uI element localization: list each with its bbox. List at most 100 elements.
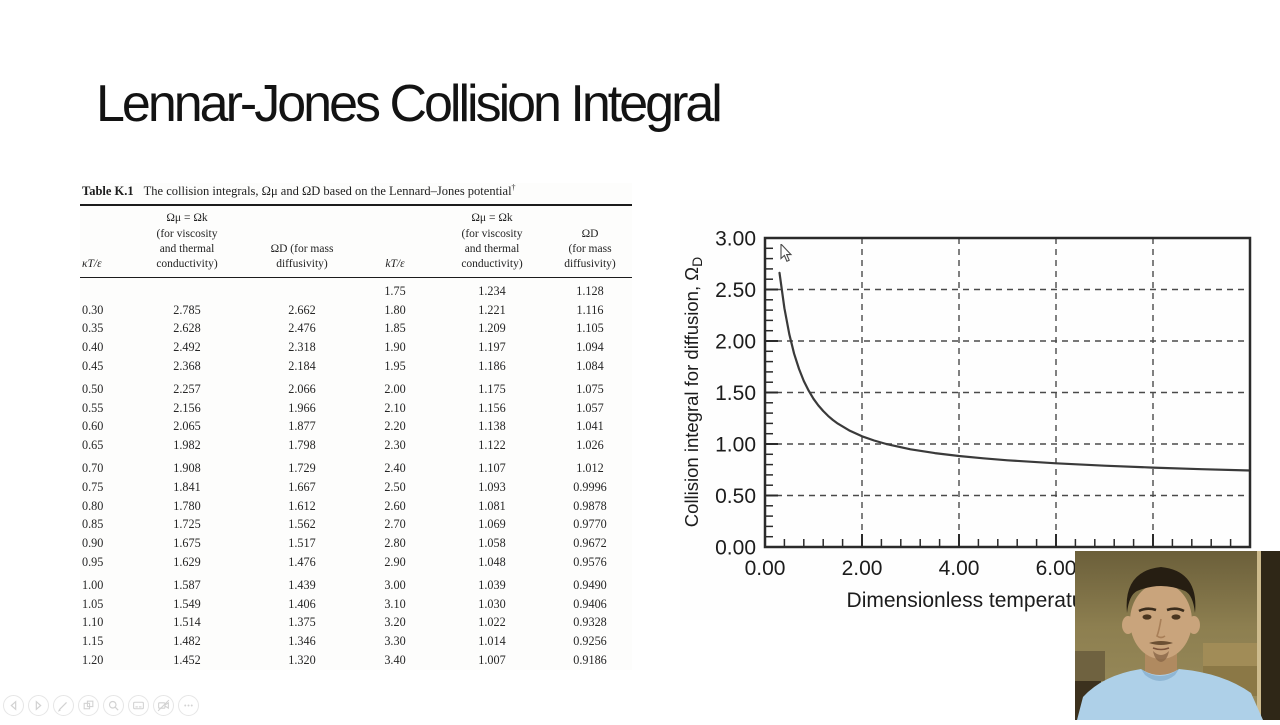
table-cell: 0.65 [82, 438, 104, 453]
y-tick-label: 2.50 [715, 279, 756, 302]
y-tick-label: 3.00 [715, 227, 756, 250]
table-cell: 1.234 [478, 283, 506, 298]
table-caption-label: Table K.1 [82, 184, 134, 199]
table-row: 0.75 1.841 1.667 2.50 1.093 0.9996 [80, 478, 632, 497]
table-cell: 0.60 [82, 419, 104, 434]
table-row: 1.75 1.234 1.128 [80, 282, 632, 301]
collision-integral-table: Table K.1 The collision integrals, Ωμ and… [80, 183, 632, 670]
table-cell: 1.094 [576, 340, 604, 355]
table-cell: 1.007 [478, 652, 506, 667]
table-cell: 1.908 [173, 460, 201, 475]
x-axis-label: Dimensionless temperatu [847, 589, 1084, 612]
more-options-button[interactable] [178, 695, 199, 716]
table-cell: 1.186 [478, 358, 506, 373]
table-cell: 1.320 [288, 652, 316, 667]
table-cell: 1.982 [173, 438, 201, 453]
table-cell: 2.184 [288, 358, 316, 373]
table-cell: 2.318 [288, 340, 316, 355]
table-cell: 1.729 [288, 460, 316, 475]
table-cell: 0.9672 [573, 536, 607, 551]
table-cell: 2.065 [173, 419, 201, 434]
table-header-cell: ΩD (for mass diffusivity) [564, 227, 616, 271]
table-cell: 1.612 [288, 498, 316, 513]
table-cell: 0.9996 [573, 479, 607, 494]
table-cell: 2.50 [384, 479, 406, 494]
table-cell: 1.116 [576, 302, 604, 317]
table-cell: 0.9878 [573, 498, 607, 513]
table-cell: 1.15 [82, 634, 104, 649]
zoom-slide-button[interactable] [103, 695, 124, 716]
table-cell: 1.221 [478, 302, 506, 317]
table-cell: 1.209 [478, 321, 506, 336]
table-row: 0.80 1.780 1.612 2.60 1.081 0.9878 [80, 497, 632, 516]
table-row: 1.05 1.549 1.406 3.10 1.030 0.9406 [80, 595, 632, 614]
y-tick-label: 2.00 [715, 330, 756, 353]
table-cell: 1.667 [288, 479, 316, 494]
x-tick-label: 6.00 [1036, 557, 1077, 580]
see-all-slides-button[interactable] [78, 695, 99, 716]
table-cell: 1.022 [478, 615, 506, 630]
captions-button[interactable] [128, 695, 149, 716]
table-cell: 1.346 [288, 634, 316, 649]
table-cell: 1.00 [82, 577, 104, 592]
table-cell: 3.40 [384, 652, 406, 667]
camera-off-icon [157, 699, 170, 712]
table-cell: 1.030 [478, 596, 506, 611]
table-cell [80, 282, 126, 301]
table-cell: 1.093 [478, 479, 506, 494]
y-tick-label: 0.50 [715, 485, 756, 508]
table-row: 0.50 2.257 2.066 2.00 1.175 1.075 [80, 380, 632, 399]
table-cell: 1.375 [288, 615, 316, 630]
table-caption-dagger: † [511, 183, 516, 192]
webcam-overlay [1075, 551, 1280, 720]
table-cell: 1.517 [288, 536, 316, 551]
pen-tools-button[interactable] [53, 695, 74, 716]
table-cell: 1.122 [478, 438, 506, 453]
table-cell: 0.30 [82, 302, 104, 317]
x-tick-label: 0.00 [745, 557, 786, 580]
table-header-cell: kT/ε [385, 258, 405, 271]
table-cell: 1.039 [478, 577, 506, 592]
table-cell: 0.75 [82, 479, 104, 494]
table-cell: 1.026 [576, 438, 604, 453]
table-row: 0.35 2.628 2.476 1.85 1.209 1.105 [80, 319, 632, 338]
camera-toggle-button[interactable] [153, 695, 174, 716]
table-cell: 1.90 [384, 340, 406, 355]
table-cell: 1.780 [173, 498, 201, 513]
table-cell: 0.55 [82, 400, 104, 415]
table-cell: 2.368 [173, 358, 201, 373]
table-cell: 0.35 [82, 321, 104, 336]
presenter-toolbar [3, 695, 199, 716]
table-cell: 1.107 [478, 460, 506, 475]
table-cell: 1.058 [478, 536, 506, 551]
table-cell: 2.628 [173, 321, 201, 336]
table-cell: 1.85 [384, 321, 406, 336]
table-cell: 1.041 [576, 419, 604, 434]
table-cell: 1.80 [384, 302, 406, 317]
y-tick-label: 1.50 [715, 382, 756, 405]
table-cell: 1.05 [82, 596, 104, 611]
table-cell [248, 282, 356, 301]
table-cell: 1.012 [576, 460, 604, 475]
x-tick-label: 4.00 [939, 557, 980, 580]
table-cell: 0.9490 [573, 577, 607, 592]
table-cell: 2.20 [384, 419, 406, 434]
previous-slide-button[interactable] [3, 695, 24, 716]
table-header-cell: Ωμ = Ωk (for viscosity and thermal condu… [156, 212, 218, 271]
table-cell: 1.587 [173, 577, 201, 592]
table-row: 1.15 1.482 1.346 3.30 1.014 0.9256 [80, 632, 632, 651]
x-tick-label: 2.00 [842, 557, 883, 580]
table-cell: 2.066 [288, 381, 316, 396]
table-cell: 2.40 [384, 460, 406, 475]
table-cell: 1.069 [478, 517, 506, 532]
table-header-row: κT/ε Ωμ = Ωk (for viscosity and thermal … [80, 204, 632, 278]
table-row: 0.65 1.982 1.798 2.30 1.122 1.026 [80, 436, 632, 455]
table-header-cell: Ωμ = Ωk (for viscosity and thermal condu… [461, 212, 523, 271]
table-cell: 1.057 [576, 400, 604, 415]
slide-title: Lennar-Jones Collision Integral [96, 75, 723, 133]
next-slide-button[interactable] [28, 695, 49, 716]
table-cell: 1.081 [478, 498, 506, 513]
table-caption-text: The collision integrals, Ωμ and ΩD based… [143, 184, 512, 199]
table-cell: 0.90 [82, 536, 104, 551]
table-cell: 1.138 [478, 419, 506, 434]
